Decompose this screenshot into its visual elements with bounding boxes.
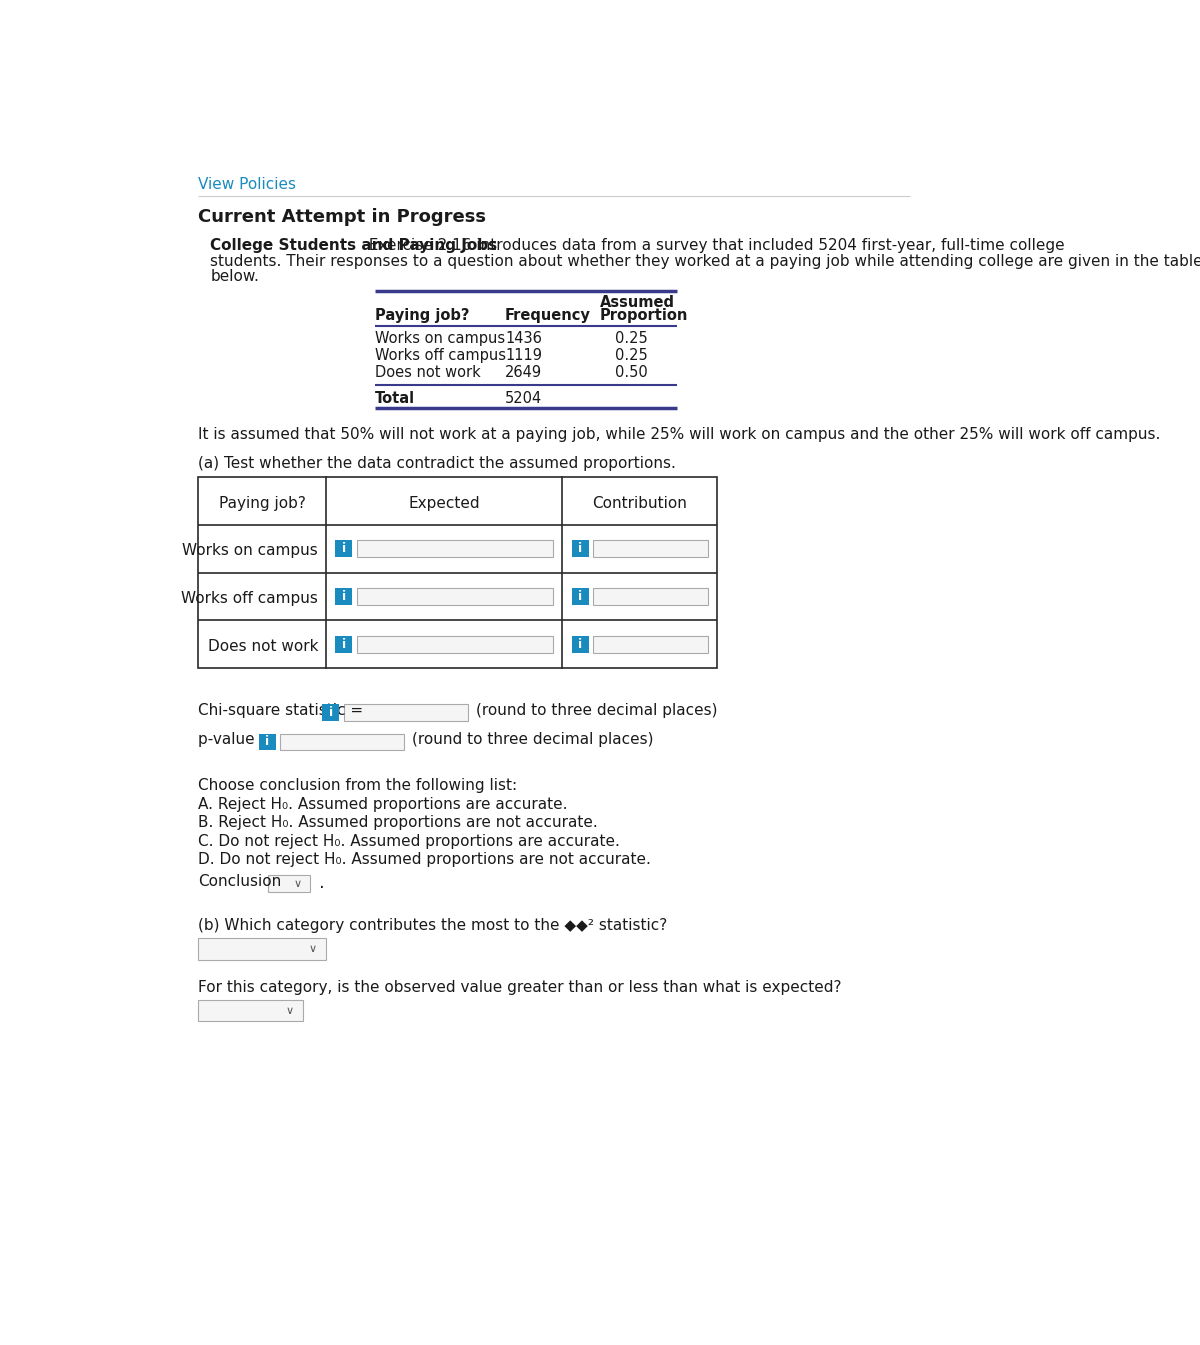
Text: D. Do not reject H₀. Assumed proportions are not accurate.: D. Do not reject H₀. Assumed proportions… <box>198 853 650 868</box>
Text: below.: below. <box>210 269 259 284</box>
Text: 2649: 2649 <box>505 364 542 379</box>
Text: Chi-square statistic =: Chi-square statistic = <box>198 702 368 718</box>
Text: Current Attempt in Progress: Current Attempt in Progress <box>198 207 486 226</box>
Text: 0.50: 0.50 <box>616 364 648 379</box>
Text: Works on campus: Works on campus <box>182 543 318 558</box>
Text: Choose conclusion from the following list:: Choose conclusion from the following lis… <box>198 779 517 794</box>
Text: i: i <box>578 638 582 651</box>
Text: Total: Total <box>374 391 415 406</box>
FancyBboxPatch shape <box>322 705 340 721</box>
Text: Conclusion: Conclusion <box>198 874 281 889</box>
Text: (round to three decimal places): (round to three decimal places) <box>412 732 654 746</box>
Text: 1436: 1436 <box>505 331 542 346</box>
Text: For this category, is the observed value greater than or less than what is expec: For this category, is the observed value… <box>198 981 841 995</box>
Text: Paying job?: Paying job? <box>374 308 469 323</box>
Text: i: i <box>265 736 269 748</box>
Text: ∨: ∨ <box>293 878 301 889</box>
Text: ∨: ∨ <box>308 944 317 954</box>
Text: i: i <box>342 638 346 651</box>
Text: C. Do not reject H₀. Assumed proportions are accurate.: C. Do not reject H₀. Assumed proportions… <box>198 834 620 849</box>
Text: p-value =: p-value = <box>198 732 277 746</box>
Text: (b) Which category contributes the most to the ◆◆² statistic?: (b) Which category contributes the most … <box>198 919 667 933</box>
FancyBboxPatch shape <box>335 636 353 652</box>
Text: 1119: 1119 <box>505 348 542 363</box>
Text: 0.25: 0.25 <box>616 331 648 346</box>
Text: i: i <box>329 706 332 720</box>
Text: .: . <box>314 874 325 892</box>
Text: i: i <box>578 590 582 603</box>
Text: Does not work: Does not work <box>208 639 318 654</box>
FancyBboxPatch shape <box>343 705 468 721</box>
FancyBboxPatch shape <box>198 999 302 1021</box>
Text: College Students and Paying Jobs: College Students and Paying Jobs <box>210 238 498 253</box>
Text: Works off campus: Works off campus <box>374 348 505 363</box>
FancyBboxPatch shape <box>198 939 326 960</box>
Text: A. Reject H₀. Assumed proportions are accurate.: A. Reject H₀. Assumed proportions are ac… <box>198 796 568 811</box>
Text: (a) Test whether the data contradict the assumed proportions.: (a) Test whether the data contradict the… <box>198 456 676 471</box>
FancyBboxPatch shape <box>593 636 708 652</box>
Text: Contribution: Contribution <box>593 496 688 511</box>
FancyBboxPatch shape <box>571 636 589 652</box>
Text: Works on campus: Works on campus <box>374 331 505 346</box>
Text: 5204: 5204 <box>505 391 542 406</box>
Text: i: i <box>342 590 346 603</box>
Text: It is assumed that 50% will not work at a paying job, while 25% will work on cam: It is assumed that 50% will not work at … <box>198 428 1160 443</box>
FancyBboxPatch shape <box>335 541 353 557</box>
FancyBboxPatch shape <box>593 541 708 557</box>
Text: View Policies: View Policies <box>198 176 296 192</box>
FancyBboxPatch shape <box>258 733 276 751</box>
Text: 0.25: 0.25 <box>616 348 648 363</box>
Text: Proportion: Proportion <box>600 308 688 323</box>
Text: Expected: Expected <box>408 496 480 511</box>
FancyBboxPatch shape <box>356 636 553 652</box>
Text: i: i <box>342 542 346 555</box>
FancyBboxPatch shape <box>198 477 718 668</box>
FancyBboxPatch shape <box>356 541 553 557</box>
Text: Does not work: Does not work <box>374 364 480 379</box>
Text: ∨: ∨ <box>286 1006 294 1015</box>
Text: Frequency: Frequency <box>505 308 590 323</box>
FancyBboxPatch shape <box>571 541 589 557</box>
FancyBboxPatch shape <box>281 733 404 751</box>
Text: (round to three decimal places): (round to three decimal places) <box>475 702 718 718</box>
Text: Works off campus: Works off campus <box>181 590 318 607</box>
Text: i: i <box>578 542 582 555</box>
FancyBboxPatch shape <box>593 588 708 605</box>
Text: students. Their responses to a question about whether they worked at a paying jo: students. Their responses to a question … <box>210 254 1200 269</box>
Text: Paying job?: Paying job? <box>218 496 306 511</box>
FancyBboxPatch shape <box>335 588 353 605</box>
Text: B. Reject H₀. Assumed proportions are not accurate.: B. Reject H₀. Assumed proportions are no… <box>198 815 598 830</box>
FancyBboxPatch shape <box>356 588 553 605</box>
Text: Assumed: Assumed <box>600 295 674 309</box>
Text: Exercise 2.16 introduces data from a survey that included 5204 first-year, full-: Exercise 2.16 introduces data from a sur… <box>364 238 1064 253</box>
FancyBboxPatch shape <box>268 876 311 892</box>
FancyBboxPatch shape <box>571 588 589 605</box>
